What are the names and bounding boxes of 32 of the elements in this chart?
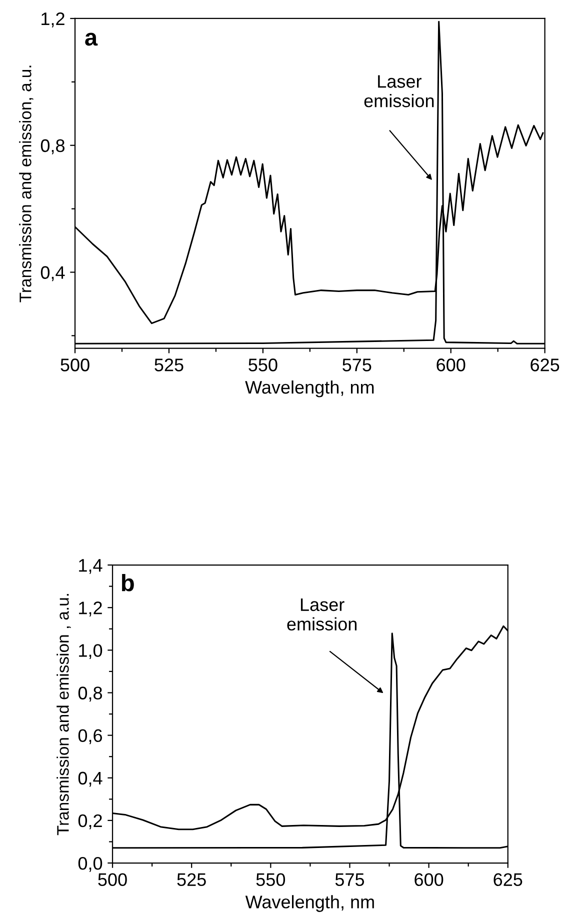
line-series xyxy=(75,20,545,344)
y-tick-label: 0,2 xyxy=(78,814,102,830)
y-tick-label: 0,4 xyxy=(40,266,65,282)
y-axis-title: Transmission and emission , a.u. xyxy=(56,594,71,836)
x-axis-title: Wavelength, nm xyxy=(245,895,374,912)
y-tick-label: 1,2 xyxy=(79,602,102,616)
y-tick-label: 1,4 xyxy=(79,559,102,574)
y-axis-title: Transmission and emission, a.u. xyxy=(19,66,34,302)
x-tick-label: 575 xyxy=(342,358,372,372)
x-tick-label: 500 xyxy=(60,358,90,372)
y-tick-label: 0,0 xyxy=(78,856,102,872)
y-tick-label: 0,8 xyxy=(78,686,102,702)
annotation: Laser emission xyxy=(364,75,434,108)
x-tick-label: 525 xyxy=(177,873,206,886)
x-axis-title: Wavelength, nm xyxy=(245,380,374,398)
x-tick-label: 625 xyxy=(530,358,560,372)
annotation: b xyxy=(122,574,134,592)
y-tick-label: 0,6 xyxy=(78,729,102,744)
x-tick-label: 500 xyxy=(98,873,127,886)
y-tick-label: 1,0 xyxy=(79,644,102,660)
y-tick-label: 1,2 xyxy=(42,12,64,28)
x-tick-label: 600 xyxy=(436,358,466,372)
x-tick-label: 575 xyxy=(335,873,364,886)
annotation: a xyxy=(85,32,98,46)
y-tick-label: 0,8 xyxy=(40,139,65,154)
x-tick-label: 550 xyxy=(248,358,278,372)
annotation: Laser emission xyxy=(287,598,357,631)
x-tick-label: 525 xyxy=(154,358,184,372)
x-tick-label: 550 xyxy=(256,873,286,886)
y-tick-label: 0,4 xyxy=(78,772,102,787)
x-tick-label: 600 xyxy=(414,873,444,886)
x-tick-label: 625 xyxy=(494,873,522,886)
